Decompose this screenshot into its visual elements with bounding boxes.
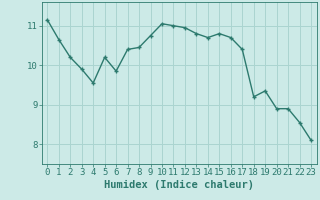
X-axis label: Humidex (Indice chaleur): Humidex (Indice chaleur) bbox=[104, 180, 254, 190]
